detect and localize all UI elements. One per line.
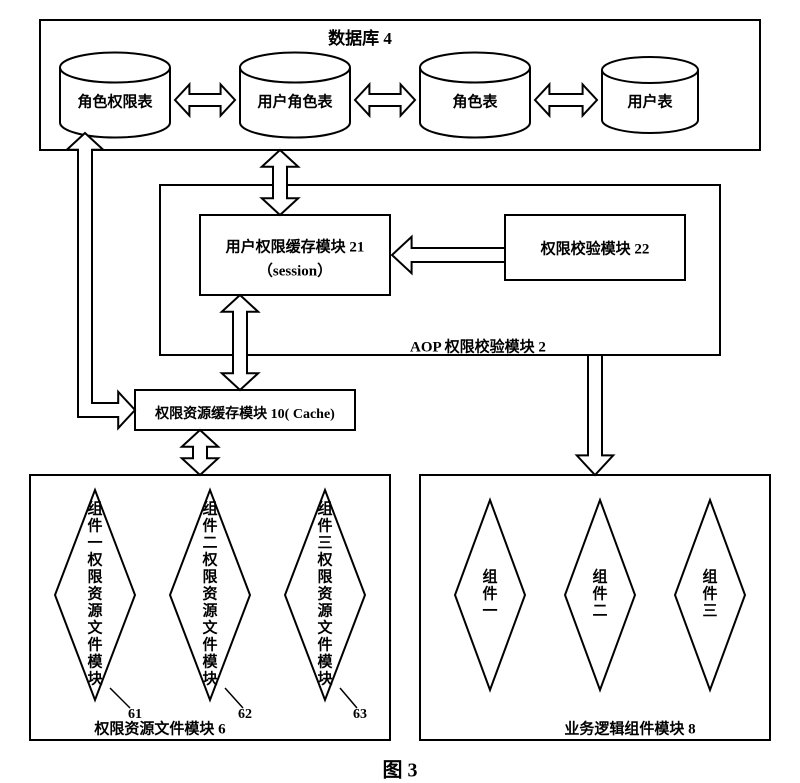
svg-text:模: 模 [317, 652, 333, 670]
svg-text:件: 件 [317, 516, 332, 534]
svg-text:业务逻辑组件模块 8: 业务逻辑组件模块 8 [564, 719, 695, 737]
svg-text:源: 源 [317, 601, 332, 619]
svg-text:权限资源缓存模块 10( Cache): 权限资源缓存模块 10( Cache) [154, 405, 335, 422]
svg-text:资: 资 [202, 584, 217, 602]
svg-text:件: 件 [202, 516, 217, 534]
arrow [175, 84, 235, 115]
svg-text:用户权限缓存模块 21: 用户权限缓存模块 21 [226, 237, 365, 255]
svg-text:模: 模 [202, 652, 218, 670]
svg-text:组: 组 [317, 499, 332, 517]
svg-text:块: 块 [87, 670, 103, 687]
svg-text:用户表: 用户表 [627, 92, 673, 110]
arrow [355, 84, 415, 115]
svg-text:块: 块 [317, 670, 333, 687]
arrow [535, 84, 597, 115]
svg-text:一: 一 [87, 535, 102, 551]
svg-text:件: 件 [317, 635, 332, 653]
tag-line [225, 688, 243, 708]
svg-text:组: 组 [482, 567, 497, 585]
svg-text:资: 资 [317, 584, 332, 602]
svg-text:组: 组 [592, 567, 607, 585]
svg-text:件: 件 [482, 584, 497, 602]
svg-text:权: 权 [86, 550, 103, 568]
svg-text:权限校验模块 22: 权限校验模块 22 [540, 239, 650, 257]
svg-text:权限资源文件模块 6: 权限资源文件模块 6 [93, 719, 226, 737]
svg-text:件: 件 [702, 584, 717, 602]
svg-text:62: 62 [238, 707, 252, 722]
arrow [392, 237, 505, 273]
svg-text:一: 一 [482, 603, 497, 619]
arrow-elbow [67, 133, 135, 428]
arrow [262, 150, 298, 215]
svg-text:限: 限 [87, 568, 102, 585]
svg-text:（session）: （session） [258, 261, 332, 279]
svg-text:图 3: 图 3 [383, 759, 418, 782]
svg-text:数据库 4: 数据库 4 [328, 28, 392, 48]
svg-text:资: 资 [87, 584, 102, 602]
svg-text:63: 63 [353, 707, 367, 722]
svg-text:权: 权 [316, 550, 333, 568]
svg-text:源: 源 [202, 601, 217, 619]
svg-text:文: 文 [202, 618, 218, 636]
svg-text:模: 模 [87, 652, 103, 670]
tag-line [340, 688, 357, 708]
svg-text:源: 源 [87, 601, 102, 619]
svg-text:角色权限表: 角色权限表 [77, 92, 153, 110]
svg-text:二: 二 [592, 603, 607, 619]
svg-text:件: 件 [87, 635, 102, 653]
svg-text:限: 限 [202, 568, 217, 585]
svg-text:组: 组 [702, 567, 717, 585]
user-role-table-top [240, 53, 350, 83]
svg-text:组: 组 [202, 499, 217, 517]
svg-text:三: 三 [702, 603, 717, 619]
arrow [222, 295, 258, 390]
svg-text:件: 件 [592, 584, 607, 602]
svg-text:AOP 权限校验模块 2: AOP 权限校验模块 2 [410, 337, 546, 355]
role-perm-table-top [60, 53, 170, 83]
svg-text:组: 组 [87, 499, 102, 517]
user-table-top [602, 57, 698, 83]
svg-text:文: 文 [317, 618, 333, 636]
tag-line [110, 688, 130, 708]
svg-text:件: 件 [87, 516, 102, 534]
svg-text:61: 61 [128, 707, 142, 722]
svg-text:二: 二 [202, 535, 217, 551]
svg-text:权: 权 [201, 550, 218, 568]
arrow [577, 355, 613, 475]
svg-text:块: 块 [202, 670, 218, 687]
svg-text:文: 文 [87, 618, 103, 636]
svg-text:角色表: 角色表 [452, 92, 498, 110]
svg-text:用户角色表: 用户角色表 [257, 92, 333, 110]
role-table-top [420, 53, 530, 83]
svg-text:三: 三 [317, 535, 332, 551]
svg-text:件: 件 [202, 635, 217, 653]
svg-text:限: 限 [317, 568, 332, 585]
arrow [182, 430, 218, 475]
